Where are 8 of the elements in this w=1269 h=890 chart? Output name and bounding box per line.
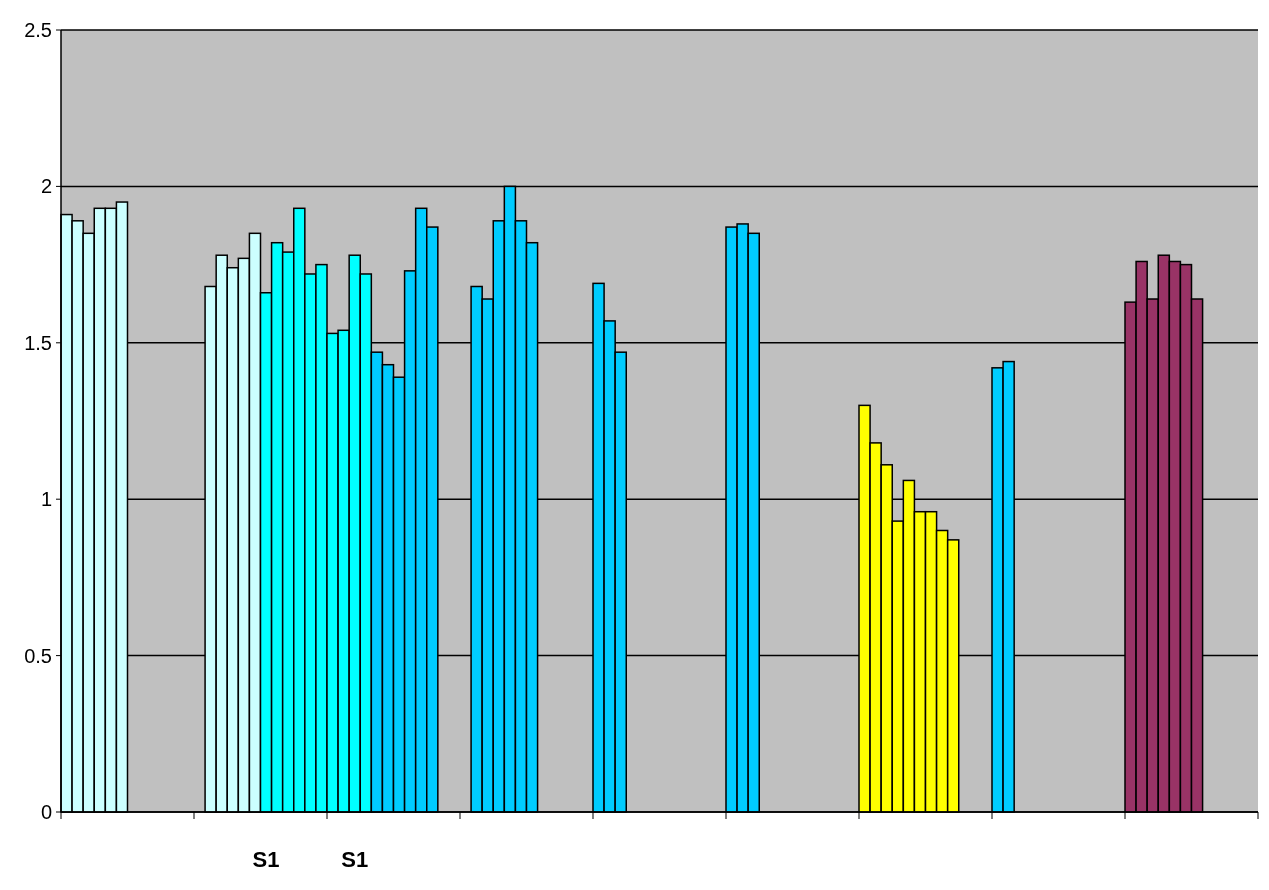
y-tick-label: 0 <box>40 801 52 823</box>
y-tick-label: 1.5 <box>24 331 52 354</box>
x-tick-label: S1 <box>341 847 369 872</box>
y-tick-label: 2.5 <box>24 19 52 41</box>
y-tick-label: 2 <box>40 175 52 198</box>
y-tick-label: 0.5 <box>24 644 52 667</box>
y-tick-label: 1 <box>40 488 52 511</box>
x-tick-label: S1 <box>252 847 280 872</box>
